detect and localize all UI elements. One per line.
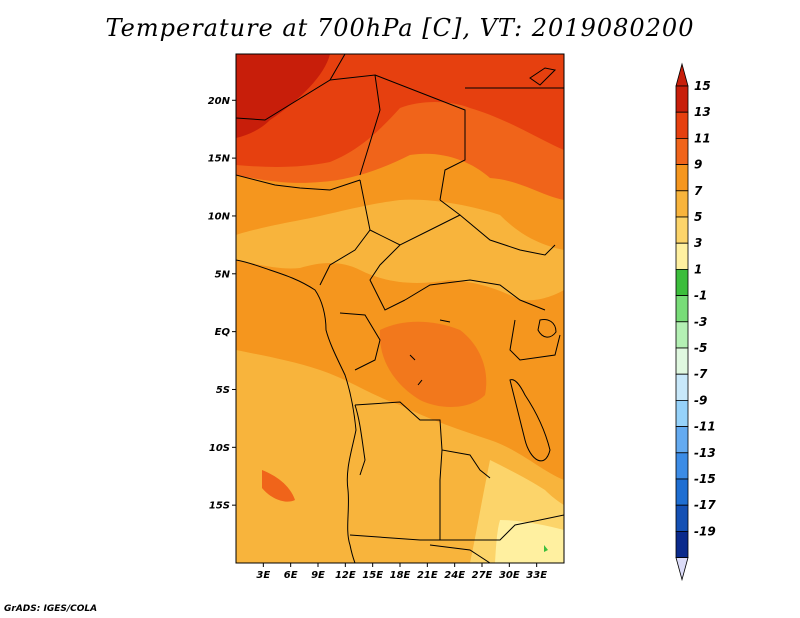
lat-tick-label: EQ: [215, 327, 231, 338]
colorbar-swatch: [675, 216, 689, 244]
grads-credit: GrADS: IGES/COLA: [4, 604, 98, 614]
lat-tick-label: 10S: [209, 443, 230, 454]
colorbar-swatch: [675, 399, 689, 427]
colorbar-label: 13: [694, 105, 711, 119]
lon-tick-label: 9E: [311, 570, 325, 581]
temperature-field: [236, 54, 564, 563]
colorbar: 15 13 11 9 7 5 3 1 -1 -3 -5 -7 -9 -11 -13 -15 -17 -19: [675, 62, 716, 582]
colorbar-swatch: [675, 137, 689, 165]
colorbar-label: -7: [694, 367, 708, 381]
colorbar-label: 15: [694, 79, 711, 93]
colorbar-swatch: [675, 373, 689, 401]
colorbar-swatch: [675, 426, 689, 454]
colorbar-label: 7: [694, 184, 703, 198]
colorbar-bottom-arrow: [675, 557, 689, 582]
latitude-ticks: 20N 15N 10N 5N EQ 5S 10S 15S: [208, 96, 236, 512]
colorbar-swatch: [675, 504, 689, 532]
colorbar-swatch: [675, 347, 689, 375]
colorbar-label: -1: [694, 289, 707, 303]
colorbar-swatch: [675, 478, 689, 506]
colorbar-swatch: [675, 321, 689, 349]
colorbar-label: 5: [694, 210, 702, 224]
longitude-ticks: 3E 6E 9E 12E 15E 18E 21E 24E 27E 30E 33E: [256, 563, 547, 581]
colorbar-label: -3: [694, 315, 707, 329]
colorbar-label: 1: [694, 262, 702, 276]
lat-tick-label: 15S: [209, 501, 230, 512]
colorbar-swatch: [675, 295, 689, 323]
lat-tick-label: 5S: [216, 385, 230, 396]
lat-tick-label: 20N: [208, 96, 231, 107]
lon-tick-label: 12E: [335, 570, 356, 581]
colorbar-top-arrow: [675, 62, 689, 87]
lat-tick-label: 10N: [208, 211, 231, 222]
lon-tick-label: 15E: [362, 570, 383, 581]
colorbar-swatch: [675, 111, 689, 139]
colorbar-swatch: [675, 164, 689, 192]
colorbar-label: -5: [694, 341, 707, 355]
colorbar-label: 3: [694, 236, 702, 250]
colorbar-label: 9: [694, 158, 702, 172]
colorbar-label: -17: [694, 498, 716, 512]
lon-tick-label: 3E: [256, 570, 270, 581]
colorbar-swatch: [675, 85, 689, 113]
chart-title: Temperature at 700hPa [C], VT: 201908020…: [105, 14, 695, 42]
colorbar-swatch: [675, 452, 689, 480]
lat-tick-label: 15N: [208, 154, 231, 165]
colorbar-swatch: [675, 190, 689, 218]
colorbar-label: 11: [694, 131, 711, 145]
colorbar-label: -9: [694, 393, 707, 407]
country-borders: [236, 54, 564, 563]
colorbar-swatch: [675, 268, 689, 296]
lon-tick-label: 6E: [284, 570, 298, 581]
lon-tick-label: 21E: [417, 570, 438, 581]
colorbar-label: -11: [694, 420, 716, 434]
colorbar-swatch: [675, 242, 689, 270]
lon-tick-label: 24E: [444, 570, 465, 581]
lon-tick-label: 30E: [499, 570, 520, 581]
lat-tick-label: 5N: [215, 269, 231, 280]
lon-tick-label: 33E: [526, 570, 547, 581]
colorbar-label: -19: [694, 524, 716, 538]
colorbar-swatch: [675, 531, 689, 559]
colorbar-label: -15: [694, 472, 716, 486]
colorbar-label: -13: [694, 446, 716, 460]
lon-tick-label: 27E: [472, 570, 493, 581]
lon-tick-label: 18E: [390, 570, 411, 581]
